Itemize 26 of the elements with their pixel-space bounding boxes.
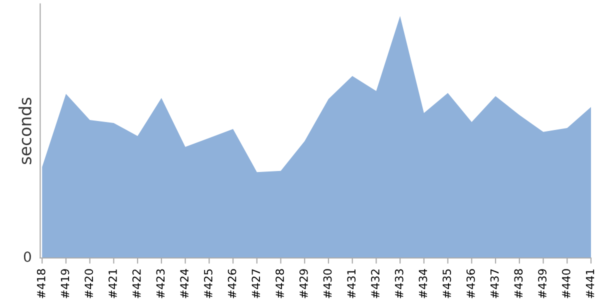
x-tick-label: #420	[84, 269, 94, 298]
text: 0	[24, 252, 31, 262]
x-tick-label: #421	[108, 269, 117, 298]
x-tick-label: #422	[132, 270, 141, 298]
y-axis-title: seconds	[18, 98, 32, 164]
x-tick-label: #433	[394, 269, 404, 298]
x-tick-label: #435	[442, 269, 452, 298]
x-tick-label: #419	[60, 269, 70, 298]
x-tick-label: #423	[156, 269, 165, 298]
x-tick-label: #431	[347, 269, 356, 298]
x-tick-label: #429	[299, 269, 308, 298]
x-tick-label: #434	[418, 269, 428, 298]
x-tick-label: #430	[323, 269, 332, 298]
x-tick-label: #428	[276, 269, 284, 298]
x-tick-label: #418	[36, 269, 46, 298]
x-tick-label: #436	[466, 269, 475, 298]
x-tick-label: #425	[204, 269, 212, 298]
x-tick-label: #438	[514, 269, 523, 298]
x-tick-label: #441	[586, 269, 594, 298]
x-tick-label: #432	[371, 270, 380, 298]
x-tick-label: #427	[252, 269, 260, 298]
x-tick-label: #439	[538, 269, 546, 298]
x-tick-label: #437	[490, 269, 499, 298]
x-tick-label: #440	[562, 269, 570, 298]
x-tick-label: #426	[228, 269, 236, 298]
x-tick-label: #424	[180, 269, 188, 298]
